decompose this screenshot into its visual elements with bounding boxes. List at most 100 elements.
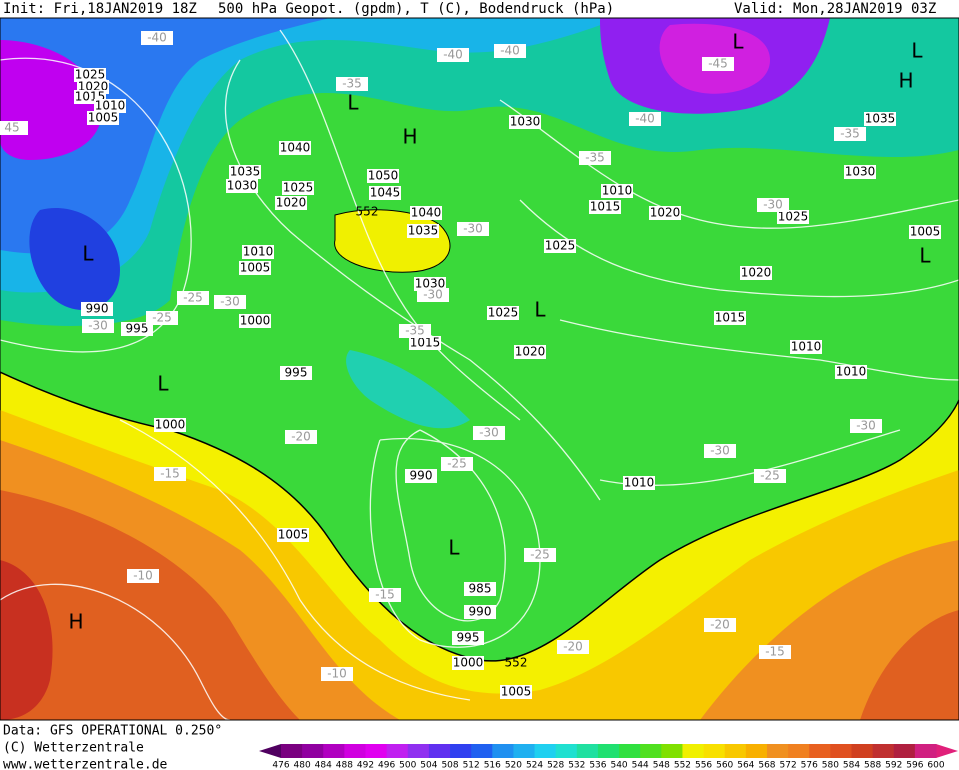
temperature-label-box <box>457 222 489 236</box>
colorbar-label: 588 <box>864 761 881 770</box>
isobar-label-box <box>487 306 519 320</box>
temperature-label: -40 <box>500 44 520 58</box>
isobar-label: 1010 <box>95 99 126 113</box>
colorbar-label: 484 <box>315 761 332 770</box>
temperature-label: -15 <box>765 645 785 659</box>
temperature-label: -40 <box>635 112 655 126</box>
pressure-center: L <box>157 372 169 396</box>
warm-high <box>0 560 53 720</box>
colorbar-segment <box>851 744 874 758</box>
isobar-label-box <box>94 99 126 113</box>
isobar-label-box <box>369 186 401 200</box>
isobar-label-box <box>242 245 274 259</box>
colorbar-label: 528 <box>547 761 564 770</box>
temperature-label-box <box>146 311 178 325</box>
colorbar-label: 512 <box>463 761 480 770</box>
temperature-label: -25 <box>183 291 203 305</box>
isobar-label-box <box>844 165 876 179</box>
temperature-label-box <box>441 457 473 471</box>
isobar-label-box <box>777 210 809 224</box>
isobar-label-box <box>452 656 484 670</box>
temperature-label: -30 <box>423 288 443 302</box>
temperature-label-box <box>214 295 246 309</box>
isobar-label: 1010 <box>624 476 655 490</box>
isobar-label-box <box>280 366 312 380</box>
pressure-center: L <box>82 242 94 266</box>
temperature-label-box <box>177 291 209 305</box>
temperature-label: -15 <box>375 588 395 602</box>
colorbar-label: 596 <box>906 761 923 770</box>
temperature-label-box <box>702 57 734 71</box>
isobar-label: 1020 <box>650 206 681 220</box>
colorbar-label: 592 <box>885 761 902 770</box>
temperature-label-box <box>369 588 401 602</box>
pressure-center: L <box>448 536 460 560</box>
temperature-label-box <box>127 569 159 583</box>
isobar-label: 1030 <box>415 277 446 291</box>
pressure-center: L <box>534 298 546 322</box>
colorbar-segment <box>534 744 557 758</box>
cold-trough <box>346 350 470 429</box>
isobar-label-box <box>835 365 867 379</box>
colorbar-label: 580 <box>822 761 839 770</box>
colorbar-segment <box>407 744 430 758</box>
isobar-label: 1000 <box>155 418 186 432</box>
isobar-label: 1035 <box>230 165 261 179</box>
temperature-label: -25 <box>760 469 780 483</box>
pressure-center: L <box>732 30 744 54</box>
colorbar-segment <box>745 744 768 758</box>
isobar-label: 995 <box>457 631 480 645</box>
temperature-label-box <box>759 645 791 659</box>
colorbar-segment <box>766 744 789 758</box>
isobar-label-box <box>229 165 261 179</box>
isobar-label-box <box>410 206 442 220</box>
website: www.wetterzentrale.de <box>3 758 168 770</box>
pressure-center: H <box>402 125 417 149</box>
colorbar-label: 532 <box>568 761 585 770</box>
isobar-label: 1030 <box>227 179 258 193</box>
isobar-label-box <box>464 605 496 619</box>
isobar-label-box <box>452 631 484 645</box>
temperature-label: -40 <box>443 48 463 62</box>
temperature-label-box <box>473 426 505 440</box>
copyright: (C) Wetterzentrale <box>3 741 144 756</box>
pressure-center: L <box>919 244 931 268</box>
colorbar-segment <box>619 744 641 758</box>
colorbar-label: 488 <box>336 761 353 770</box>
isobar-label: 1015 <box>590 200 621 214</box>
isobar-label: 1005 <box>910 225 941 239</box>
temperature-label-box <box>754 469 786 483</box>
temperature-label: 45 <box>4 121 19 135</box>
temperature-label-box <box>417 288 449 302</box>
isobar-label-box <box>226 179 258 193</box>
isobar-label-box <box>239 314 271 328</box>
colorbar-segment <box>788 744 810 758</box>
colorbar-label: 576 <box>801 761 818 770</box>
isobar-label-box <box>514 345 546 359</box>
isobar-label: 1010 <box>836 365 867 379</box>
temperature-label: -30 <box>856 419 876 433</box>
isobar-label: 1030 <box>845 165 876 179</box>
temperature-label: -30 <box>479 426 499 440</box>
isobar-label-box <box>121 322 153 336</box>
colorbar-segment <box>344 744 367 758</box>
isobar-label-box <box>649 206 681 220</box>
temperature-label-box <box>629 112 661 126</box>
isobar-label: 1005 <box>278 528 309 542</box>
isobar-label-box <box>367 169 399 183</box>
isobar-label-box <box>405 469 437 483</box>
cold-low <box>29 208 120 310</box>
isobar-label-box <box>740 266 772 280</box>
temperature-label: -15 <box>160 467 180 481</box>
isobar-label: 1040 <box>411 206 442 220</box>
temperature-label: -20 <box>710 618 730 632</box>
pressure-center: H <box>68 610 83 634</box>
colorbar-segment <box>830 744 852 758</box>
colorbar-segment <box>365 744 388 758</box>
colorbar-label: 556 <box>695 761 712 770</box>
temperature-label: -30 <box>710 444 730 458</box>
isobar-label-box <box>279 141 311 155</box>
colorbar-label: 540 <box>610 761 627 770</box>
